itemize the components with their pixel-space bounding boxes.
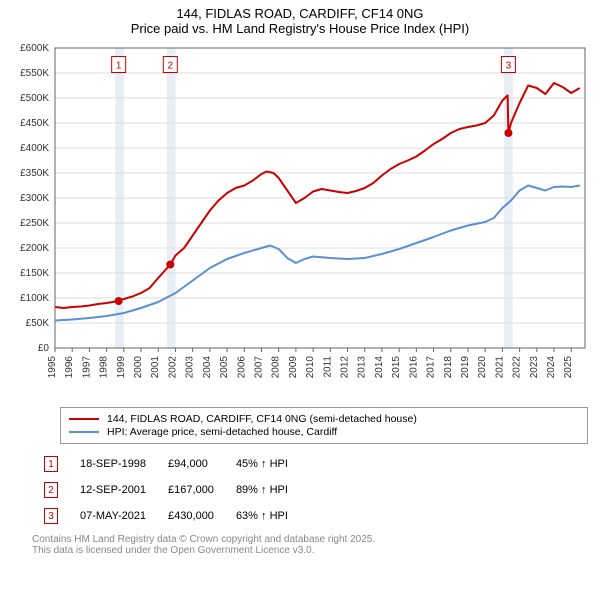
svg-text:2004: 2004 [202, 356, 213, 379]
svg-text:2007: 2007 [253, 356, 264, 379]
title-block: 144, FIDLAS ROAD, CARDIFF, CF14 0NG Pric… [0, 0, 600, 38]
page-container: 144, FIDLAS ROAD, CARDIFF, CF14 0NG Pric… [0, 0, 600, 556]
svg-text:2002: 2002 [167, 356, 178, 379]
svg-text:2024: 2024 [546, 356, 557, 379]
sales-table: 1 18-SEP-1998£94,00045% ↑ HPI 2 12-SEP-2001… [32, 450, 300, 530]
legend-label: 144, FIDLAS ROAD, CARDIFF, CF14 0NG (sem… [107, 413, 417, 425]
svg-text:£250K: £250K [20, 218, 49, 229]
svg-text:2: 2 [168, 61, 174, 72]
svg-text:2006: 2006 [236, 356, 247, 379]
svg-text:2001: 2001 [150, 356, 161, 379]
title-subtitle: Price paid vs. HM Land Registry's House … [0, 21, 600, 36]
svg-text:2021: 2021 [494, 356, 505, 379]
svg-text:1997: 1997 [81, 356, 92, 379]
legend-color-swatch [69, 418, 99, 420]
svg-text:2014: 2014 [374, 356, 385, 379]
svg-text:£400K: £400K [20, 143, 49, 154]
svg-text:1999: 1999 [116, 356, 127, 379]
sale-date: 12-SEP-2001 [70, 478, 156, 502]
svg-text:2010: 2010 [305, 356, 316, 379]
svg-text:£550K: £550K [20, 68, 49, 79]
sale-price: £94,000 [158, 452, 224, 476]
svg-text:2008: 2008 [271, 356, 282, 379]
svg-text:2000: 2000 [133, 356, 144, 379]
svg-text:2011: 2011 [322, 356, 333, 378]
table-row: 3 07-MAY-2021£430,00063% ↑ HPI [34, 504, 298, 528]
table-row: 1 18-SEP-1998£94,00045% ↑ HPI [34, 452, 298, 476]
svg-text:£200K: £200K [20, 243, 49, 254]
legend-row: HPI: Average price, semi-detached house,… [69, 426, 579, 438]
svg-text:2023: 2023 [529, 356, 540, 379]
svg-text:£50K: £50K [26, 318, 50, 329]
svg-text:2019: 2019 [460, 356, 471, 379]
svg-text:£150K: £150K [20, 268, 49, 279]
svg-text:2017: 2017 [426, 356, 437, 379]
footer-note: Contains HM Land Registry data © Crown c… [32, 534, 588, 556]
legend-label: HPI: Average price, semi-detached house,… [107, 426, 337, 438]
svg-text:2009: 2009 [288, 356, 299, 379]
chart-area: £0 £50K £100K £150K £200K £250K £300K £350K £400… [0, 38, 600, 403]
footer-line1: Contains HM Land Registry data © Crown c… [32, 534, 588, 545]
sale-delta: 45% ↑ HPI [226, 452, 298, 476]
svg-text:£350K: £350K [20, 168, 49, 179]
sale-delta: 89% ↑ HPI [226, 478, 298, 502]
svg-text:2012: 2012 [340, 356, 351, 379]
sale-date: 18-SEP-1998 [70, 452, 156, 476]
svg-text:2022: 2022 [512, 356, 523, 379]
table-row: 2 12-SEP-2001£167,00089% ↑ HPI [34, 478, 298, 502]
svg-text:£300K: £300K [20, 193, 49, 204]
svg-text:£450K: £450K [20, 118, 49, 129]
svg-text:2003: 2003 [185, 356, 196, 379]
svg-text:2013: 2013 [357, 356, 368, 379]
svg-text:2018: 2018 [443, 356, 454, 379]
svg-text:1995: 1995 [47, 356, 58, 379]
svg-text:1996: 1996 [64, 356, 75, 379]
svg-text:2020: 2020 [477, 356, 488, 379]
sale-price: £167,000 [158, 478, 224, 502]
sale-marker: 3 [44, 508, 58, 524]
chart-svg: £0 £50K £100K £150K £200K £250K £300K £350K £400… [0, 38, 600, 398]
legend-row: 144, FIDLAS ROAD, CARDIFF, CF14 0NG (sem… [69, 413, 579, 425]
svg-text:2005: 2005 [219, 356, 230, 379]
svg-text:£100K: £100K [20, 293, 49, 304]
title-address: 144, FIDLAS ROAD, CARDIFF, CF14 0NG [0, 6, 600, 21]
svg-text:1998: 1998 [99, 356, 110, 379]
sale-price: £430,000 [158, 504, 224, 528]
svg-text:1: 1 [116, 61, 122, 72]
svg-text:£500K: £500K [20, 93, 49, 104]
svg-text:2025: 2025 [563, 356, 574, 379]
svg-text:£600K: £600K [20, 43, 49, 54]
svg-text:2015: 2015 [391, 356, 402, 379]
footer-line2: This data is licensed under the Open Gov… [32, 545, 588, 556]
sale-marker: 2 [44, 482, 58, 498]
sale-marker: 1 [44, 456, 58, 472]
legend-color-swatch [69, 431, 99, 433]
svg-text:3: 3 [506, 61, 512, 72]
legend-box: 144, FIDLAS ROAD, CARDIFF, CF14 0NG (sem… [60, 407, 588, 444]
svg-text:£0: £0 [38, 343, 50, 354]
sale-delta: 63% ↑ HPI [226, 504, 298, 528]
svg-text:2016: 2016 [408, 356, 419, 379]
sale-date: 07-MAY-2021 [70, 504, 156, 528]
